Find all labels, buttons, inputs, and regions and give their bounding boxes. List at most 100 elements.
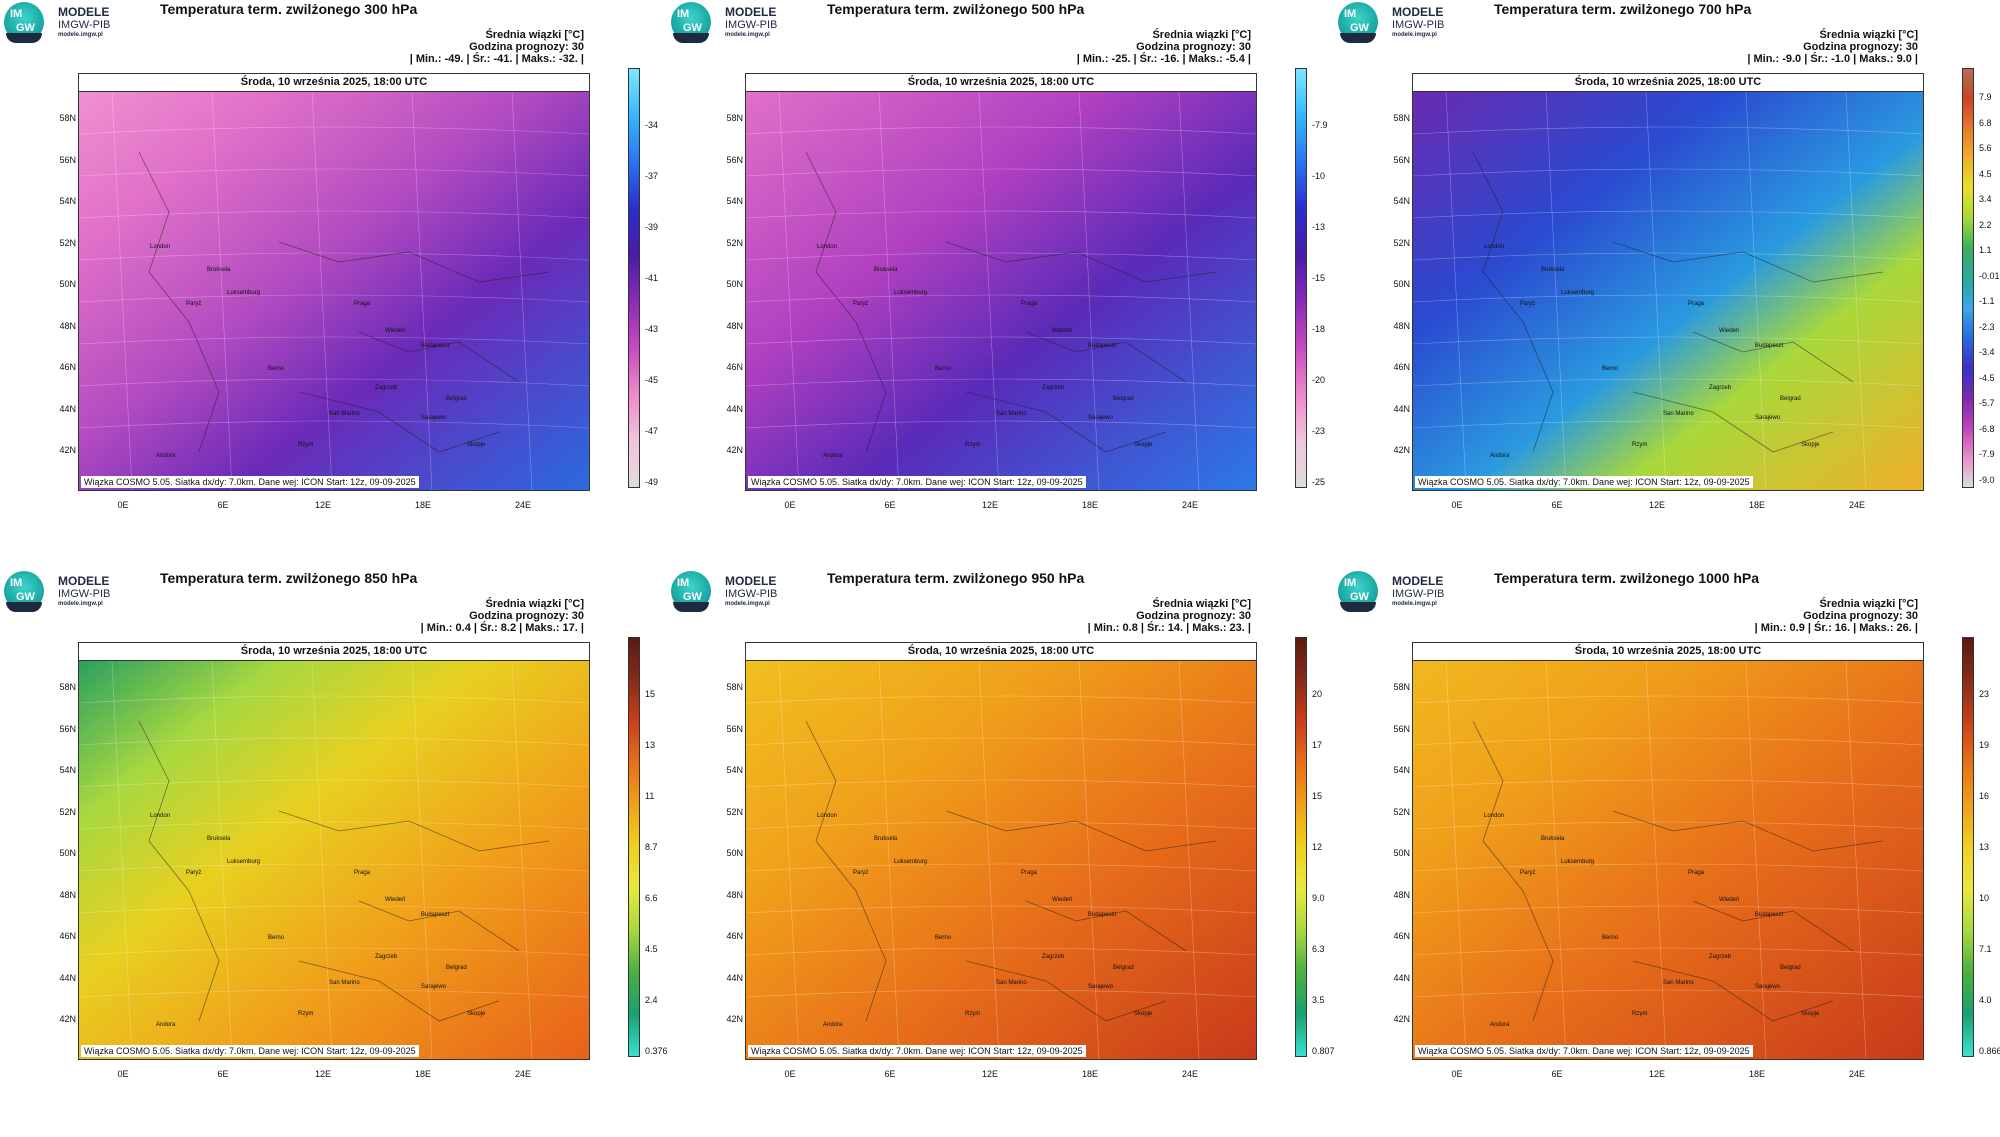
city-label: Belgrad <box>446 965 467 971</box>
city-label: Zagrzeb <box>1709 954 1732 960</box>
colorbar-tick: 4.0 <box>1979 995 1992 1005</box>
city-label: Paryż <box>1520 870 1536 876</box>
country-border <box>805 720 887 1022</box>
graticule-lat <box>746 336 1256 345</box>
colorbar-tick: -7.9 <box>1312 120 1328 130</box>
city-label: Sarajewo <box>1088 984 1114 990</box>
graticule-lon <box>111 661 133 1059</box>
colorbar-tick: 2.4 <box>645 995 658 1005</box>
city-label: Praga <box>1688 870 1705 876</box>
stats-line: | Min.: 0.4 | Śr.: 8.2 | Maks.: 17. | <box>420 622 584 634</box>
city-label: London <box>150 244 171 250</box>
lat-label: 58N <box>1393 113 1410 123</box>
city-label: Belgrad <box>1780 965 1801 971</box>
map-frame: Środa, 10 września 2025, 18:00 UTC London… <box>78 73 590 491</box>
graticule-lat <box>746 126 1256 135</box>
lat-label: 56N <box>59 154 76 165</box>
colorbar-tick: 0.866 <box>1979 1046 2000 1056</box>
logo-line2: IMGW-PIB <box>725 588 778 600</box>
imgw-logo: IM GW MODELE IMGW-PIB modele.imgw.pl <box>671 2 821 44</box>
city-label: San Marino <box>996 411 1027 417</box>
colorbar-tick: -5.7 <box>1979 398 1995 408</box>
city-label: Praga <box>354 301 371 307</box>
field-fill <box>79 92 589 490</box>
panel-title: Temperatura term. zwilżonego 300 hPa <box>160 1 418 17</box>
city-label: Budapeszt <box>1088 343 1117 349</box>
colorbar-tick: -18 <box>1312 324 1326 334</box>
logo-line1: MODELE <box>725 574 777 588</box>
map-panel: IM GW MODELE IMGW-PIB modele.imgw.pl Temperat… <box>1334 0 2000 568</box>
country-border <box>805 151 887 453</box>
lat-label: 46N <box>726 931 743 941</box>
colorbar-tick: 15 <box>1312 791 1323 801</box>
logo-arc-icon <box>1340 33 1376 43</box>
forecast-hour: Godzina prognozy: 30 <box>469 41 584 53</box>
city-label: Sarajewo <box>1088 415 1114 421</box>
graticule-lat <box>746 863 1256 872</box>
graticule-lon <box>1745 661 1767 1059</box>
logo-line3: modele.imgw.pl <box>58 601 103 607</box>
lat-label: 46N <box>1393 931 1410 941</box>
lon-label: 18E <box>1748 500 1765 510</box>
city-label: Bruksela <box>874 267 898 273</box>
logo-abbr-top: IM <box>1344 8 1357 20</box>
logo-line3: modele.imgw.pl <box>1392 32 1437 38</box>
map-frame: Środa, 10 września 2025, 18:00 UTC London… <box>1412 73 1924 491</box>
graticule-lon <box>1845 92 1867 490</box>
graticule-lat <box>1413 779 1923 788</box>
city-label: Budapeszt <box>1088 912 1117 918</box>
graticule-lat <box>746 420 1256 429</box>
colorbar-tick: 9.0 <box>1312 893 1325 903</box>
graticule-lat <box>746 947 1256 956</box>
lon-label: 0E <box>784 1069 796 1079</box>
colorbar <box>628 637 640 1057</box>
graticule-lon <box>511 92 533 490</box>
graticule-lon <box>211 92 233 490</box>
colorbar-tick: -13 <box>1312 222 1326 232</box>
lat-label: 58N <box>59 682 76 692</box>
lat-label: 44N <box>59 972 76 983</box>
graticule-lat <box>79 252 589 261</box>
graticule-lon <box>411 92 433 490</box>
lat-label: 48N <box>726 889 743 900</box>
map-frame: Środa, 10 września 2025, 18:00 UTC London… <box>745 642 1257 1060</box>
field-fill <box>79 661 589 1059</box>
city-label: San Marino <box>329 411 360 417</box>
city-label: Belgrad <box>446 396 467 402</box>
colorbar <box>1962 68 1974 488</box>
colorbar-tick: 20 <box>1312 689 1323 699</box>
lat-label: 54N <box>59 196 76 206</box>
lat-label: 44N <box>726 403 743 414</box>
stats-line: | Min.: -25. | Śr.: -16. | Maks.: -5.4 | <box>1076 53 1251 65</box>
city-label: Berno <box>935 935 952 941</box>
city-label: Wiedeń <box>1719 328 1740 334</box>
colorbar-tick: -4.5 <box>1979 372 1995 383</box>
forecast-hour: Godzina prognozy: 30 <box>1136 610 1251 622</box>
colorbar-tick: 7.1 <box>1979 944 1992 954</box>
city-label: Skopje <box>467 442 486 448</box>
graticule-lat <box>79 294 589 303</box>
temperature-field: London Bruksela Paryż Luksemburg Praga Wiedeń… <box>79 92 589 490</box>
graticule-lat <box>1413 420 1923 429</box>
colorbar-tick: 4.5 <box>1979 168 1992 179</box>
country-border <box>965 960 1167 1022</box>
city-label: Berno <box>268 935 285 941</box>
logo-line3: modele.imgw.pl <box>725 601 770 607</box>
graticule-lon <box>311 661 333 1059</box>
units-label: Średnia wiązki [°C] <box>485 29 584 41</box>
model-info-footer: Wiązka COSMO 5.05. Siatka dx/dy: 7.0km. … <box>748 476 1086 488</box>
lon-label: 24E <box>1848 500 1865 510</box>
graticule-lon <box>1178 92 1200 490</box>
logo-line1: MODELE <box>725 5 777 19</box>
logo-line2: IMGW-PIB <box>58 588 111 600</box>
colorbar-tick: 5.6 <box>1979 143 1992 153</box>
colorbar-tick: 0.376 <box>645 1046 668 1056</box>
city-label: Andora <box>823 453 843 459</box>
logo-line3: modele.imgw.pl <box>725 32 770 38</box>
field-svg <box>746 661 1256 1059</box>
logo-line2: IMGW-PIB <box>725 19 778 31</box>
lat-label: 56N <box>1393 154 1410 165</box>
colorbar-tick: 2.2 <box>1979 219 1992 230</box>
colorbar-tick: -15 <box>1312 273 1326 283</box>
country-border <box>1472 151 1554 453</box>
